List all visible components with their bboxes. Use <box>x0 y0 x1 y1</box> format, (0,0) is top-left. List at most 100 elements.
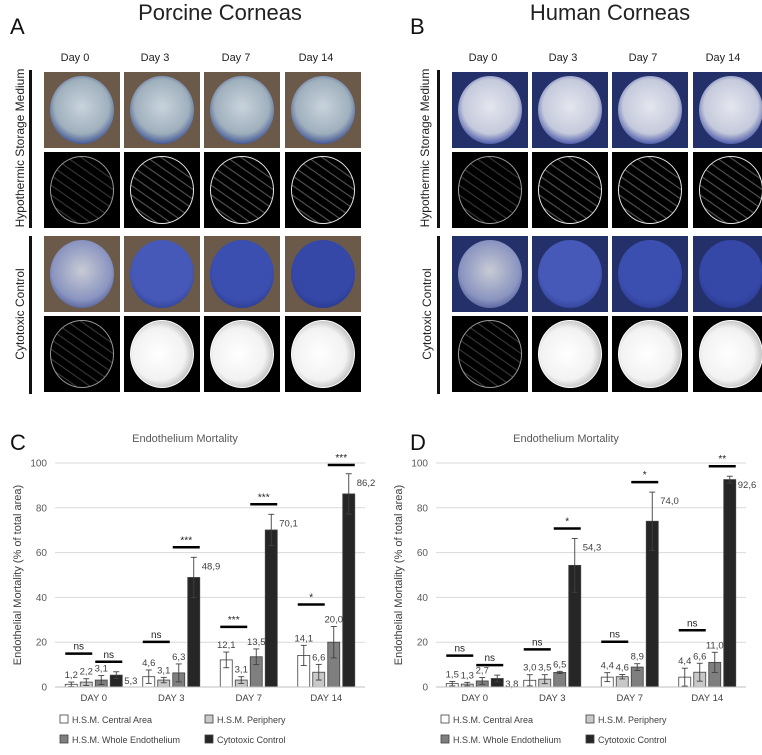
data-label: 4,6 <box>616 662 629 673</box>
chart-title: Endothelium Mortality <box>513 433 619 445</box>
data-label: 2,7 <box>476 666 489 677</box>
human-tile-r3-c3 <box>693 316 762 392</box>
data-label: 74,0 <box>660 496 679 507</box>
y-tick-label: 80 <box>36 503 48 514</box>
significance-label: ns <box>103 650 114 661</box>
porcine-cornea-r2-c3 <box>291 240 355 308</box>
significance-label: ns <box>73 642 84 653</box>
porcine-tile-r0-c2 <box>204 72 280 148</box>
x-tick-label: DAY 7 <box>616 693 643 704</box>
significance-label: *** <box>335 453 347 464</box>
significance-label: * <box>309 593 313 604</box>
human-cornea-r1-c0 <box>458 156 522 224</box>
data-label: 86,2 <box>357 478 376 489</box>
row-label-b-hsm: Hypothermic Storage Medium <box>418 68 432 228</box>
porcine-cornea-r3-c1 <box>130 320 194 388</box>
human-cornea-r3-c3 <box>699 320 762 388</box>
legend-label: H.S.M. Whole Endothelium <box>72 735 180 745</box>
porcine-cornea-r1-c2 <box>210 156 274 224</box>
panel-title-porcine: Porcine Corneas <box>138 0 302 25</box>
bar-day-3-s2 <box>553 672 567 688</box>
data-label: 92,6 <box>738 480 757 491</box>
data-label: 2,2 <box>80 667 93 678</box>
porcine-tile-r2-c3 <box>285 236 361 312</box>
y-tick-label: 100 <box>411 459 428 470</box>
porcine-cornea-r3-c0 <box>50 320 114 388</box>
row-label-a-cyto: Cytotoxic Control <box>13 268 27 360</box>
data-label: 6,6 <box>693 651 706 662</box>
data-label: 6,6 <box>312 652 325 663</box>
legend-swatch <box>585 734 595 744</box>
panel-title-human: Human Corneas <box>529 0 691 25</box>
legend-swatch <box>440 714 450 724</box>
y-tick-label: 20 <box>36 638 48 649</box>
human-cornea-r2-c1 <box>538 240 602 308</box>
significance-label: * <box>643 470 647 481</box>
human-tile-r0-c2 <box>612 72 688 148</box>
human-tile-r1-c0 <box>452 152 528 228</box>
data-label: 12,1 <box>217 640 236 651</box>
significance-label: ns <box>151 630 162 641</box>
human-tile-r1-c1 <box>532 152 608 228</box>
row-label-a-hsm: Hypothermic Storage Medium <box>13 68 27 228</box>
legend-swatch <box>59 714 69 724</box>
x-tick-label: DAY 0 <box>461 693 488 704</box>
y-axis-label: Endothelial Mortality (% of total area) <box>12 485 24 665</box>
bar-day-7-s3 <box>264 529 278 688</box>
legend-swatch <box>204 714 214 724</box>
x-tick-label: DAY 7 <box>235 693 262 704</box>
human-cornea-r0-c0 <box>458 76 522 144</box>
porcine-tile-r1-c1 <box>124 152 200 228</box>
data-label: 11,0 <box>706 640 724 651</box>
porcine-tile-r3-c1 <box>124 316 200 392</box>
porcine-tile-r0-c0 <box>44 72 120 148</box>
porcine-tile-r2-c2 <box>204 236 280 312</box>
porcine-tile-r1-c2 <box>204 152 280 228</box>
data-label: 4,4 <box>601 661 614 672</box>
y-tick-label: 40 <box>36 593 48 604</box>
chart-title: Endothelium Mortality <box>132 433 238 445</box>
x-tick-label: DAY 14 <box>310 693 342 704</box>
row-label-b-cyto: Cytotoxic Control <box>420 268 434 360</box>
significance-label: ns <box>454 644 465 655</box>
bar-day-14-s3 <box>723 479 737 688</box>
human-tile-r3-c0 <box>452 316 528 392</box>
porcine-cornea-r0-c2 <box>210 76 274 144</box>
data-label: 3,1 <box>235 665 248 676</box>
human-tile-r0-c0 <box>452 72 528 148</box>
significance-label: *** <box>180 535 192 546</box>
x-tick-label: DAY 3 <box>158 693 185 704</box>
x-tick-label: DAY 0 <box>80 693 107 704</box>
row-bracket-b-hsm <box>437 70 440 228</box>
human-tile-r0-c1 <box>532 72 608 148</box>
porcine-cornea-r2-c0 <box>50 240 114 308</box>
panel-letter-a: A <box>10 14 25 39</box>
panel-letter-c: C <box>10 430 26 455</box>
legend-swatch <box>59 734 69 744</box>
y-axis-label: Endothelial Mortality (% of total area) <box>393 485 405 665</box>
data-label: 3,5 <box>538 663 551 674</box>
porcine-cornea-r1-c3 <box>291 156 355 224</box>
data-label: 6,3 <box>172 652 185 663</box>
y-tick-label: 40 <box>417 593 429 604</box>
significance-label: ns <box>532 637 543 648</box>
data-label: 3,8 <box>505 679 518 690</box>
significance-label: *** <box>258 492 270 503</box>
data-label: 1,2 <box>65 670 78 681</box>
chart-c-endothelium-mortality: Endothelium Mortality 0 20 40 60 80 100 Endothe… <box>12 433 376 745</box>
data-label: 5,3 <box>124 676 137 687</box>
significance-label: ** <box>718 454 726 465</box>
porcine-cornea-r3-c2 <box>210 320 274 388</box>
data-label: 54,3 <box>583 542 602 553</box>
human-tile-r2-c3 <box>693 236 762 312</box>
porcine-tile-r2-c0 <box>44 236 120 312</box>
human-tile-r2-c2 <box>612 236 688 312</box>
data-label: 1,5 <box>446 669 459 680</box>
porcine-cornea-r3-c3 <box>291 320 355 388</box>
human-cornea-r3-c0 <box>458 320 522 388</box>
human-cornea-r3-c1 <box>538 320 602 388</box>
human-cornea-r2-c2 <box>618 240 682 308</box>
data-label: 3,0 <box>523 663 536 674</box>
legend-label: Cytotoxic Control <box>598 735 667 745</box>
human-tile-r2-c0 <box>452 236 528 312</box>
